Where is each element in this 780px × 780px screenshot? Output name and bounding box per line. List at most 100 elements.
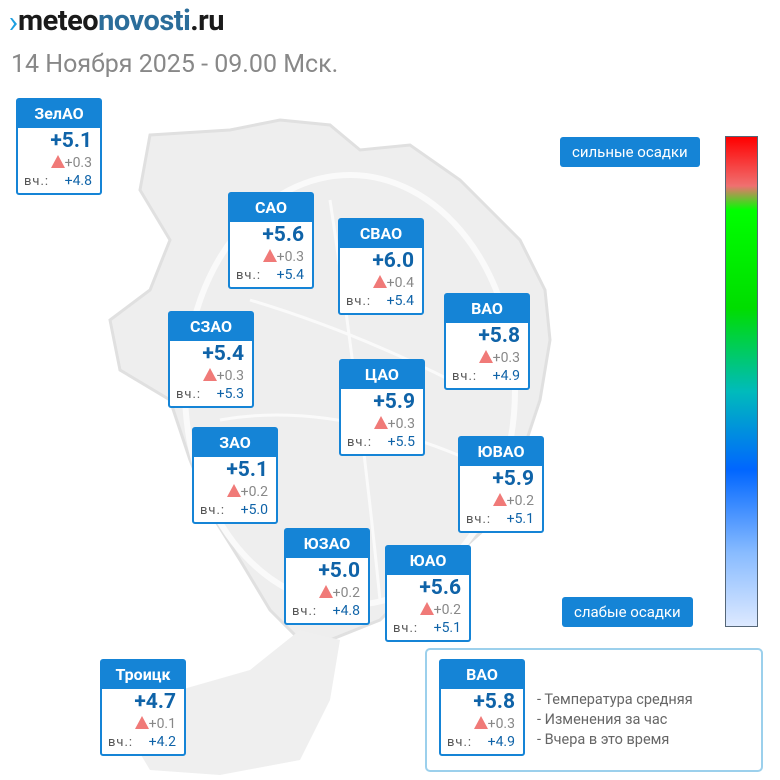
date: 14 Ноября 2025 - 09.00 Мск. — [11, 50, 339, 79]
change-value: +0.3 — [492, 350, 520, 366]
change-value: +0.1 — [148, 716, 176, 732]
yesterday-label: вч.: — [447, 735, 473, 750]
yesterday-value: +4.9 — [487, 734, 515, 750]
yesterday-value: +5.1 — [433, 620, 461, 636]
yesterday-value: +5.5 — [387, 434, 415, 450]
change-value: +0.3 — [487, 716, 515, 732]
legend-item: - Температура средняя — [537, 691, 693, 708]
yesterday-value: +5.4 — [386, 293, 414, 309]
district-card: ЦАО +5.9 +0.3 вч.: +5.5 — [339, 359, 425, 456]
temperature: +5.6 — [262, 223, 304, 247]
district-card: Троицк +4.7 +0.1 вч.: +4.2 — [100, 659, 186, 756]
temperature: +5.1 — [50, 129, 92, 153]
yesterday-label: вч.: — [236, 268, 262, 283]
hourly-change: +0.4 — [372, 275, 414, 291]
temperature: +5.8 — [478, 324, 520, 348]
up-arrow — [372, 275, 387, 288]
hourly-change: +0.3 — [373, 416, 415, 432]
precipitation-scale — [725, 136, 758, 627]
legend-item: - Вчера в это время — [537, 731, 670, 748]
yesterday-value: +4.8 — [64, 173, 92, 189]
up-arrow — [134, 716, 149, 729]
up-arrow — [262, 249, 277, 262]
scale-label: сильные осадки — [560, 137, 700, 167]
legend-items: - Температура средняя - Изменения за час… — [537, 690, 693, 750]
yesterday-label: вч.: — [452, 369, 478, 384]
up-arrow — [318, 585, 333, 598]
yesterday-value: +5.3 — [216, 386, 244, 402]
change-value: +0.2 — [240, 484, 268, 500]
yesterday-label: вч.: — [346, 294, 372, 309]
temperature: +5.9 — [373, 390, 415, 414]
hourly-change: +0.2 — [318, 585, 360, 601]
temperature: +5.0 — [318, 559, 360, 583]
district-card: СЗАО +5.4 +0.3 вч.: +5.3 — [168, 311, 254, 408]
temperature: +5.6 — [419, 576, 461, 600]
district-name: ЗАО — [194, 429, 276, 457]
yesterday-value: +4.2 — [148, 734, 176, 750]
district-name: ЗелАО — [18, 100, 100, 128]
district-card: САО +5.6 +0.3 вч.: +5.4 — [228, 192, 314, 289]
hourly-change: +0.3 — [50, 155, 92, 171]
yesterday-label: вч.: — [200, 503, 226, 518]
district-card: ЮЗАО +5.0 +0.2 вч.: +4.8 — [284, 528, 370, 625]
yesterday-label: вч.: — [393, 621, 419, 636]
district-card: ВАО +5.8 +0.3 вч.: +4.9 — [439, 659, 525, 756]
district-card: СВАО +6.0 +0.4 вч.: +5.4 — [338, 218, 424, 315]
district-name: ЮЗАО — [286, 530, 368, 558]
yesterday-label: вч.: — [292, 604, 318, 619]
legend: - Температура средняя - Изменения за час… — [425, 648, 763, 772]
up-arrow — [50, 155, 65, 168]
temperature: +5.1 — [226, 458, 268, 482]
yesterday-value: +5.1 — [506, 511, 534, 527]
yesterday-value: +4.8 — [332, 603, 360, 619]
yesterday-value: +5.0 — [240, 502, 268, 518]
up-arrow — [492, 493, 507, 506]
change-value: +0.3 — [276, 249, 304, 265]
temperature: +5.8 — [473, 690, 515, 714]
legend-item: - Изменения за час — [537, 711, 668, 728]
yesterday-label: вч.: — [24, 174, 50, 189]
change-value: +0.2 — [506, 493, 534, 509]
up-arrow — [226, 484, 241, 497]
hourly-change: +0.2 — [492, 493, 534, 509]
change-value: +0.3 — [387, 416, 415, 432]
temperature: +5.4 — [202, 342, 244, 366]
hourly-change: +0.3 — [473, 716, 515, 732]
yesterday-label: вч.: — [466, 512, 492, 527]
district-card: ЮАО +5.6 +0.2 вч.: +5.1 — [385, 545, 471, 642]
district-name: ЦАО — [341, 361, 423, 389]
hourly-change: +0.3 — [202, 368, 244, 384]
hourly-change: +0.1 — [134, 716, 176, 732]
up-arrow — [202, 368, 217, 381]
district-name: ЮВАО — [460, 438, 542, 466]
district-name: СВАО — [340, 220, 422, 248]
district-card: ЗелАО +5.1 +0.3 вч.: +4.8 — [16, 98, 102, 195]
hourly-change: +0.2 — [419, 602, 461, 618]
scale-label: слабые осадки — [562, 597, 693, 627]
temperature: +5.9 — [492, 467, 534, 491]
temperature: +6.0 — [372, 249, 414, 273]
hourly-change: +0.2 — [226, 484, 268, 500]
logo-text: novosti — [98, 4, 191, 38]
change-value: +0.2 — [433, 602, 461, 618]
up-arrow — [473, 716, 488, 729]
hourly-change: +0.3 — [478, 350, 520, 366]
temperature: +4.7 — [134, 690, 176, 714]
district-name: СЗАО — [170, 313, 252, 341]
yesterday-value: +5.4 — [276, 267, 304, 283]
logo-text: meteo — [18, 4, 99, 38]
district-card: ЮВАО +5.9 +0.2 вч.: +5.1 — [458, 436, 544, 533]
up-arrow — [419, 602, 434, 615]
yesterday-label: вч.: — [108, 735, 134, 750]
hourly-change: +0.3 — [262, 249, 304, 265]
district-card: ВАО +5.8 +0.3 вч.: +4.9 — [444, 293, 530, 390]
district-name: ВАО — [446, 295, 528, 323]
district-name: ВАО — [441, 661, 523, 689]
district-name: ЮАО — [387, 547, 469, 575]
up-arrow — [478, 350, 493, 363]
yesterday-label: вч.: — [347, 435, 373, 450]
logo[interactable]: meteonovosti.ru — [10, 4, 225, 38]
change-value: +0.2 — [332, 585, 360, 601]
